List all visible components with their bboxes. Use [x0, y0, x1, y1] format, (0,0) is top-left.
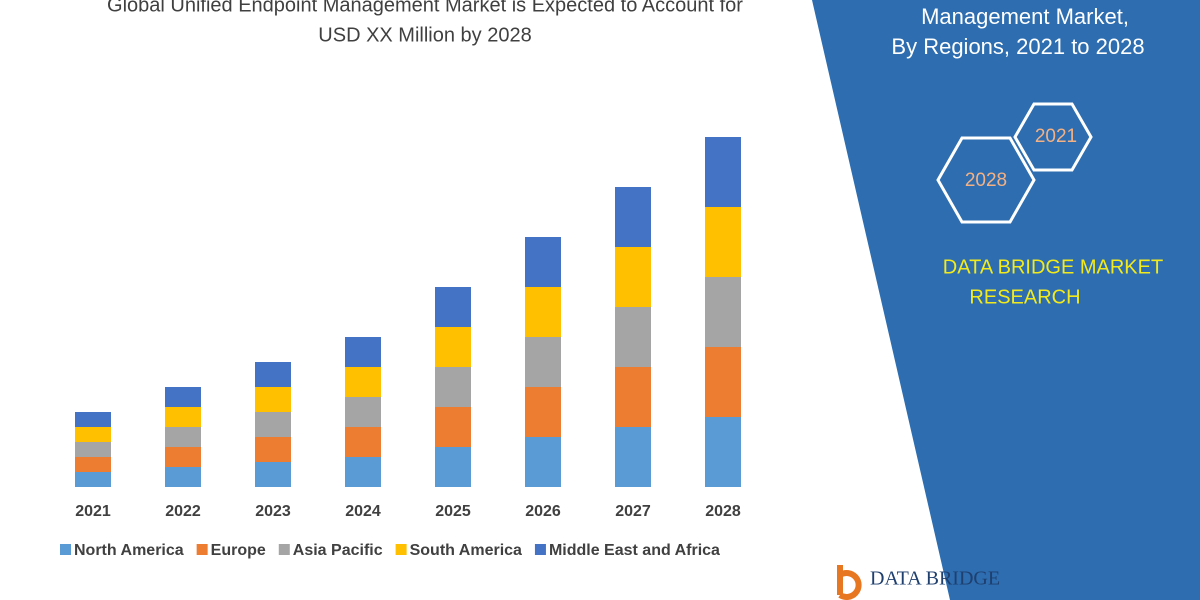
- bar-segment: [705, 137, 741, 207]
- bar-segment: [435, 287, 471, 327]
- brand: RESEARCH: [969, 286, 1080, 308]
- legend-label: Europe: [211, 542, 266, 559]
- x-tick-label: 2021: [75, 503, 111, 520]
- panel-heading: Management Market,: [921, 4, 1129, 29]
- bar-segment: [345, 367, 381, 397]
- hexagon-label: 2021: [1035, 126, 1077, 147]
- x-tick-label: 2023: [255, 503, 291, 520]
- bar-segment: [75, 442, 111, 457]
- bar-segment: [165, 427, 201, 447]
- hexagon: [1013, 102, 1093, 172]
- x-tick-label: 2024: [345, 503, 381, 520]
- bar-segment: [75, 412, 111, 427]
- bar-segment: [75, 472, 111, 487]
- bar-segment: [525, 437, 561, 487]
- bar-segment: [615, 427, 651, 487]
- legend-label: North America: [74, 542, 184, 559]
- legend-swatch: [534, 544, 546, 555]
- legend-swatch: [60, 544, 71, 555]
- bar-segment: [255, 412, 291, 437]
- legend-label: South America: [410, 542, 522, 559]
- panel-heading: By Regions, 2021 to 2028: [891, 34, 1144, 59]
- x-tick-label: 2022: [165, 503, 201, 520]
- bar-segment: [345, 397, 381, 427]
- chart-title: USD XX Million by 2028: [318, 24, 531, 46]
- bar-segment: [75, 427, 111, 442]
- bar-segment: [435, 407, 471, 447]
- bar-segment: [75, 457, 111, 472]
- bar-segment: [615, 247, 651, 307]
- bar-segment: [435, 367, 471, 407]
- bar-segment: [165, 467, 201, 487]
- x-tick-label: 2025: [435, 503, 471, 520]
- legend-swatch: [196, 544, 208, 555]
- x-tick-label: 2028: [705, 503, 741, 520]
- bar-segment: [705, 277, 741, 347]
- bar-segment: [255, 387, 291, 412]
- bar-segment: [615, 367, 651, 427]
- bar-segment: [435, 447, 471, 487]
- bar-segment: [615, 307, 651, 367]
- x-tick-label: 2027: [615, 503, 651, 520]
- chart-title: Global Unified Endpoint Management Marke…: [107, 0, 743, 16]
- hexagon-label: 2028: [965, 170, 1007, 191]
- logo: DATA BRIDGE: [870, 568, 1000, 590]
- bar-segment: [525, 387, 561, 437]
- legend-label: Middle East and Africa: [549, 542, 720, 559]
- brand: DATA BRIDGE MARKET: [943, 256, 1163, 278]
- x-tick-label: 2026: [525, 503, 561, 520]
- bar-segment: [255, 462, 291, 487]
- bar-segment: [345, 457, 381, 487]
- bar-segment: [525, 287, 561, 337]
- bar-segment: [705, 417, 741, 487]
- logo-icon: [837, 565, 862, 600]
- bar-segment: [525, 237, 561, 287]
- bar-segment: [165, 387, 201, 407]
- bar-segment: [255, 362, 291, 387]
- legend-swatch: [278, 544, 290, 555]
- bar-segment: [255, 437, 291, 462]
- bar-segment: [165, 407, 201, 427]
- bar-segment: [345, 427, 381, 457]
- bar-segment: [435, 327, 471, 367]
- side-panel: [812, 0, 1200, 600]
- bar-segment: [705, 207, 741, 277]
- bar-segment: [525, 337, 561, 387]
- bar-segment: [705, 347, 741, 417]
- hexagon: [936, 136, 1036, 224]
- bar-segment: [345, 337, 381, 367]
- bar-segment: [165, 447, 201, 467]
- bar-segment: [615, 187, 651, 247]
- legend-label: Asia Pacific: [293, 542, 383, 559]
- legend-swatch: [395, 544, 407, 555]
